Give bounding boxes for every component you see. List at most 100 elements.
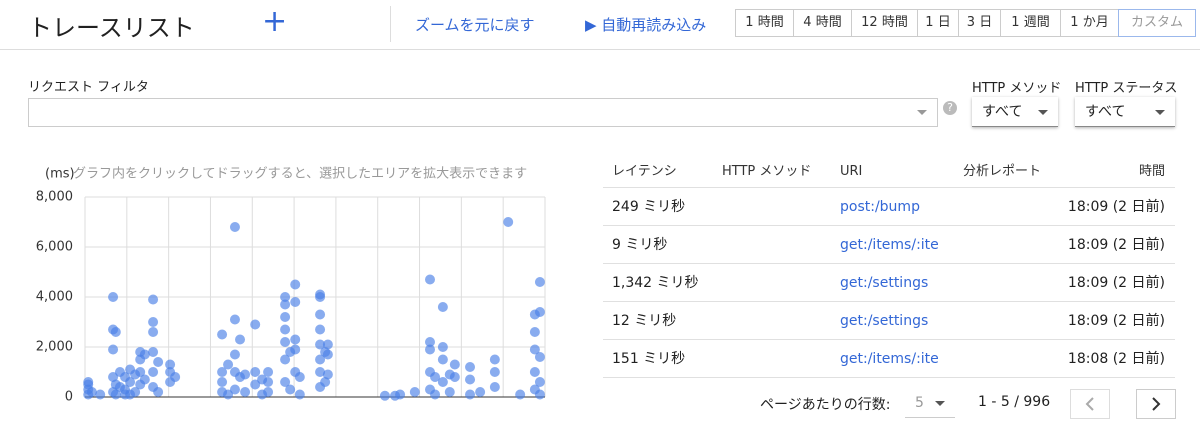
point	[229, 384, 240, 395]
point	[217, 329, 228, 340]
point	[489, 354, 500, 365]
point	[409, 387, 420, 397]
point	[223, 389, 234, 400]
y-tick-label: 2,000	[36, 340, 73, 355]
range-button[interactable]: 1 時間	[735, 9, 794, 37]
point	[148, 347, 159, 357]
time: 18:09 (2 日前)	[1067, 275, 1165, 291]
point	[290, 279, 301, 290]
point	[135, 367, 146, 377]
point	[395, 389, 406, 400]
point	[489, 382, 500, 392]
point	[290, 344, 301, 355]
point	[153, 387, 164, 397]
point	[437, 342, 448, 352]
point	[139, 349, 150, 360]
zoom-reset[interactable]: ズームを元に戻す	[415, 16, 535, 34]
point	[430, 389, 441, 400]
uri[interactable]: get:/settings	[840, 275, 929, 291]
point	[430, 372, 441, 382]
point	[280, 377, 291, 387]
status-select[interactable]: すべて	[1075, 97, 1175, 127]
point	[534, 389, 545, 400]
range-button[interactable]: 4 時間	[793, 9, 852, 37]
point	[108, 344, 119, 355]
point	[315, 324, 326, 335]
point	[280, 324, 291, 335]
point	[315, 292, 326, 302]
uri[interactable]: get:/items/:ite	[840, 237, 939, 253]
point	[280, 292, 291, 302]
point	[148, 327, 159, 337]
latency: 9 ミリ秒	[612, 237, 668, 253]
point	[290, 297, 301, 307]
point	[280, 354, 291, 365]
point	[83, 377, 94, 387]
uri[interactable]: post:/bump	[840, 199, 920, 215]
time: 18:08 (2 日前)	[1067, 351, 1165, 367]
point	[229, 314, 240, 325]
point	[153, 357, 164, 367]
status-label: HTTP ステータス	[1075, 81, 1178, 96]
uri[interactable]: get:/items/:ite	[840, 351, 939, 367]
table-row[interactable]: 151 ミリ秒 get:/items/:ite 18:08 (2 日前)	[603, 340, 1175, 378]
point	[529, 344, 540, 355]
point	[315, 367, 326, 377]
table-row[interactable]: 12 ミリ秒 get:/settings 18:09 (2 日前)	[603, 302, 1175, 340]
prev-button[interactable]	[1070, 389, 1110, 419]
point	[263, 377, 274, 387]
point	[437, 302, 448, 312]
latency: 249 ミリ秒	[612, 199, 686, 215]
range-button[interactable]: 12 時間	[851, 9, 918, 37]
point	[322, 339, 333, 350]
point	[110, 327, 121, 337]
y-tick-label: 6,000	[36, 240, 73, 255]
range-button[interactable]: 1 週間	[1000, 9, 1061, 37]
point	[280, 312, 291, 322]
point	[110, 389, 121, 400]
point	[217, 367, 228, 377]
point	[322, 349, 333, 360]
point	[425, 337, 435, 347]
column-header: HTTP メソッド	[722, 164, 812, 179]
point	[465, 374, 476, 385]
column-header: 時間	[1138, 164, 1165, 179]
table-row[interactable]: 249 ミリ秒 post:/bump 18:09 (2 日前)	[603, 188, 1175, 226]
point	[534, 307, 545, 317]
chart[interactable]: (ms)グラフ内をクリックしてドラッグすると、選択したエリアを拡大表示できます 0…	[0, 150, 600, 420]
y-tick-label: 0	[65, 390, 73, 405]
range-button[interactable]: 1 日	[917, 9, 959, 37]
point	[165, 359, 176, 370]
column-header: URI	[840, 164, 863, 179]
table-row[interactable]: 9 ミリ秒 get:/items/:ite 18:09 (2 日前)	[603, 226, 1175, 264]
point	[529, 327, 540, 337]
point	[108, 292, 119, 302]
add-button[interactable]: +	[262, 4, 288, 39]
range-button[interactable]: 3 日	[958, 9, 1001, 37]
method-select[interactable]: すべて	[972, 97, 1058, 127]
point	[290, 334, 301, 345]
point	[534, 277, 545, 287]
y-tick-label: 8,000	[36, 190, 73, 205]
next-button[interactable]	[1136, 389, 1176, 419]
point	[148, 367, 159, 377]
table-header: レイテンシ HTTP メソッド URI 分析レポート 時間	[603, 155, 1175, 188]
auto-reload[interactable]: ▶ 自動再読み込み	[585, 16, 707, 34]
point	[217, 377, 228, 387]
range-button[interactable]: カスタム	[1118, 9, 1196, 37]
uri[interactable]: get:/settings	[840, 313, 929, 329]
table-row[interactable]: 1,342 ミリ秒 get:/settings 18:09 (2 日前)	[603, 264, 1175, 302]
range-button[interactable]: 1 か月	[1060, 9, 1119, 37]
point	[449, 359, 460, 370]
title: トレースリスト	[28, 14, 195, 42]
point	[148, 294, 159, 305]
point	[534, 352, 545, 362]
column-header: 分析レポート	[963, 164, 1042, 179]
point	[475, 387, 486, 397]
filter-input[interactable]	[28, 98, 938, 127]
point	[285, 384, 296, 395]
rows-select[interactable]: 5	[905, 388, 955, 418]
help-icon[interactable]: ?	[943, 101, 957, 115]
point	[170, 372, 181, 382]
